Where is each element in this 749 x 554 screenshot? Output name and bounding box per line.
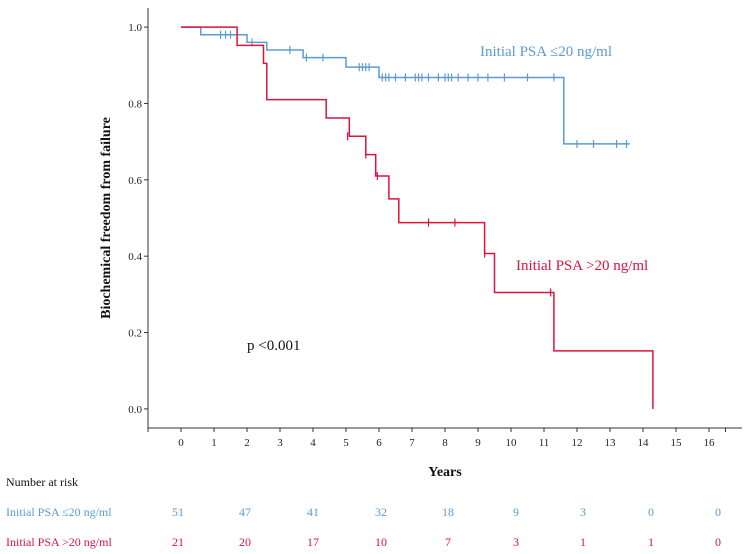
risk-value: 41 <box>307 505 319 519</box>
x-tick-label: 16 <box>704 437 716 449</box>
risk-value: 32 <box>375 505 387 519</box>
y-tick-label: 0.8 <box>128 98 142 110</box>
survival-curves <box>181 26 654 409</box>
series-line-0 <box>181 26 630 145</box>
x-tick-label: 10 <box>506 437 518 449</box>
x-axis-label: Years <box>428 465 462 480</box>
series-label-psa-high: Initial PSA >20 ng/ml <box>516 258 648 274</box>
series-line-1 <box>181 26 654 409</box>
y-tick-label: 0.4 <box>128 251 142 263</box>
y-tick-label: 1.0 <box>128 22 142 34</box>
risk-value: 18 <box>442 505 454 519</box>
risk-value: 10 <box>375 535 387 549</box>
risk-value: 20 <box>239 535 251 549</box>
y-tick-label: 0.0 <box>128 404 142 416</box>
risk-value: 47 <box>239 505 251 519</box>
x-tick-label: 15 <box>671 437 683 449</box>
risk-row-label-psa-high: Initial PSA >20 ng/ml <box>6 535 112 549</box>
x-tick-label: 6 <box>376 437 382 449</box>
x-tick-label: 14 <box>638 437 650 449</box>
risk-value: 3 <box>513 535 519 549</box>
x-tick-label: 11 <box>539 437 550 449</box>
number-at-risk-table: Number at risk Initial PSA ≤20 ng/ml Ini… <box>6 475 721 549</box>
risk-value: 0 <box>715 535 721 549</box>
x-tick-label: 7 <box>409 437 415 449</box>
risk-value: 3 <box>580 505 586 519</box>
risk-value: 51 <box>172 505 184 519</box>
risk-value: 9 <box>513 505 519 519</box>
x-tick-label: 0 <box>178 437 184 449</box>
risk-value: 1 <box>648 535 654 549</box>
risk-value: 1 <box>580 535 586 549</box>
risk-value: 7 <box>445 535 451 549</box>
x-tick-label: 8 <box>442 437 448 449</box>
x-tick-label: 9 <box>475 437 481 449</box>
y-axis-label: Biochemical freedom from failure <box>99 117 114 319</box>
x-tick-label: 5 <box>343 437 349 449</box>
risk-value: 21 <box>172 535 184 549</box>
x-tick-label: 12 <box>572 437 583 449</box>
plot-area: 0.00.20.40.60.81.00 1 2 3 4 5 6 7 8 9 10 11 12 13 14 15… <box>128 8 742 449</box>
series-label-psa-low: Initial PSA ≤20 ng/ml <box>480 44 612 60</box>
x-tick-label: 2 <box>244 437 250 449</box>
x-tick-label: 1 <box>211 437 217 449</box>
risk-row-label-psa-low: Initial PSA ≤20 ng/ml <box>6 505 112 519</box>
x-tick-label: 3 <box>277 437 283 449</box>
x-tick-label: 4 <box>310 437 316 449</box>
risk-value: 17 <box>307 535 319 549</box>
y-tick-label: 0.6 <box>128 175 142 187</box>
risk-table-title: Number at risk <box>6 475 78 489</box>
risk-value: 0 <box>715 505 721 519</box>
p-value-annotation: p <0.001 <box>247 338 300 354</box>
x-tick-label: 13 <box>605 437 617 449</box>
risk-value: 0 <box>648 505 654 519</box>
y-tick-label: 0.2 <box>128 328 142 340</box>
